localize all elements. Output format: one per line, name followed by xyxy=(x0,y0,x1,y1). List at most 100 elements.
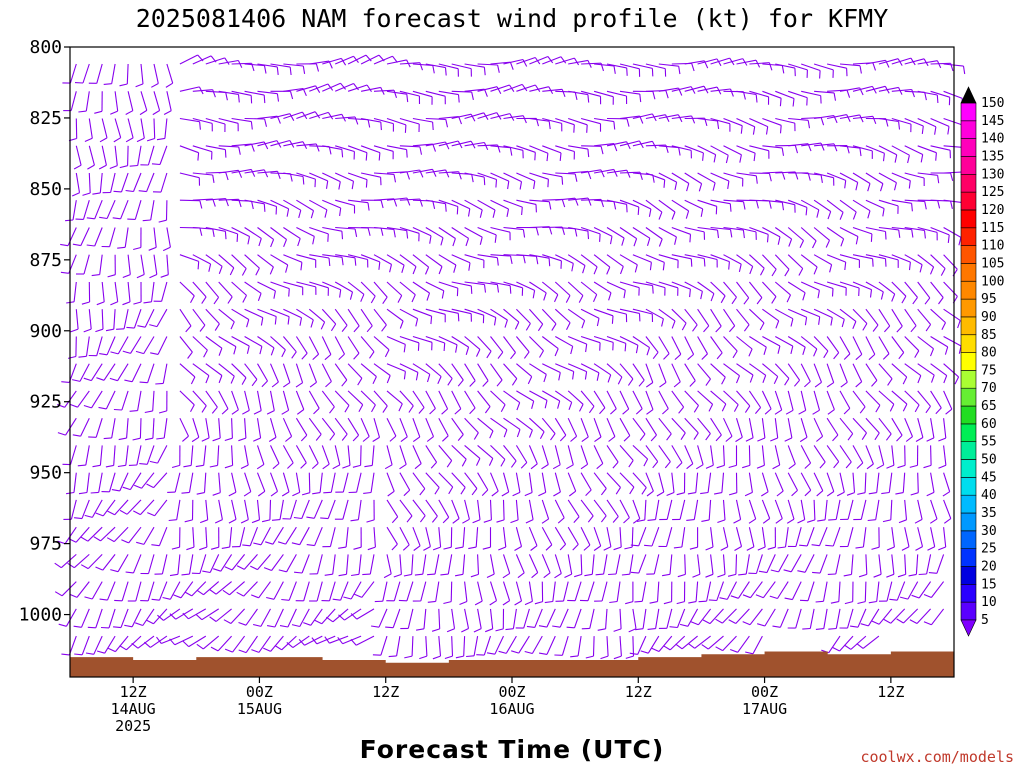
wind-barb-feather xyxy=(84,137,93,143)
wind-barb-stem xyxy=(528,445,538,465)
wind-barb-stem xyxy=(270,308,290,318)
wind-barb-stem xyxy=(140,91,148,111)
wind-barb-feather xyxy=(716,352,723,360)
wind-barb-feather xyxy=(432,121,434,131)
wind-barb-stem xyxy=(438,608,441,629)
wind-barb-feather xyxy=(148,246,157,251)
wind-barb-feather xyxy=(794,145,799,154)
wind-barb-feather xyxy=(353,83,359,91)
wind-barb-feather xyxy=(708,599,717,602)
wind-barb-feather xyxy=(580,463,588,470)
wind-barb-feather xyxy=(184,591,193,597)
wind-barb-stem xyxy=(632,363,645,381)
wind-barb-stem xyxy=(328,581,336,601)
wind-barb-feather xyxy=(530,463,538,470)
wind-barb-feather xyxy=(543,374,547,383)
wind-barb-feather xyxy=(663,179,666,188)
wind-barb-feather xyxy=(624,546,633,550)
wind-barb-feather xyxy=(427,573,436,576)
wind-barb-stem xyxy=(852,85,873,92)
wind-barb-feather xyxy=(246,319,250,328)
wind-barb-stem xyxy=(762,90,782,99)
wind-barb-feather xyxy=(483,284,487,293)
wind-barb-stem xyxy=(826,390,835,410)
wind-barb-feather xyxy=(669,626,678,629)
wind-barb-stem xyxy=(270,635,284,652)
colorbar-label: 105 xyxy=(981,256,1004,271)
wind-barb-stem xyxy=(80,227,90,246)
wind-barb-feather xyxy=(705,433,711,441)
colorbar-label: 15 xyxy=(981,577,997,592)
wind-barb-feather xyxy=(871,380,878,387)
wind-barb-feather xyxy=(251,379,258,387)
wind-barb-feather xyxy=(362,436,370,442)
wind-barb-feather xyxy=(595,573,604,576)
wind-barb-stem xyxy=(684,199,703,210)
wind-barb-feather xyxy=(510,519,519,524)
wind-barb-stem xyxy=(477,499,481,520)
wind-barb-stem xyxy=(360,86,381,92)
wind-barb-stem xyxy=(179,199,200,202)
wind-barb-feather xyxy=(238,437,247,442)
x-tick-label: 00Z xyxy=(498,683,525,701)
wind-barb-stem xyxy=(296,111,316,120)
wind-barb-feather xyxy=(938,464,947,469)
wind-barb-stem xyxy=(749,254,765,269)
wind-barb-stem xyxy=(852,145,873,152)
wind-barb-stem xyxy=(839,199,857,213)
wind-barb-stem xyxy=(943,499,952,519)
wind-barb-stem xyxy=(438,472,454,488)
wind-barb-stem xyxy=(270,63,291,68)
wind-barb-feather xyxy=(923,593,932,599)
wind-barb-feather xyxy=(572,544,579,551)
wind-barb-stem xyxy=(322,57,342,65)
wind-barb-stem xyxy=(813,363,823,383)
wind-barb-stem xyxy=(580,90,601,97)
wind-barb-stem xyxy=(451,417,464,435)
wind-barb-stem xyxy=(787,254,804,269)
wind-barb-feather xyxy=(125,137,134,143)
wind-barb-feather xyxy=(514,546,522,551)
wind-barb-feather xyxy=(891,293,896,302)
wind-barb-stem xyxy=(269,499,272,520)
wind-barb-stem xyxy=(477,199,496,211)
wind-barb-stem xyxy=(916,608,932,624)
wind-barb-feather xyxy=(929,348,935,357)
wind-barb-feather xyxy=(201,296,207,304)
wind-barb-feather xyxy=(288,288,290,297)
wind-barb-stem xyxy=(308,336,320,355)
wind-barb-stem xyxy=(162,363,168,384)
wind-barb-stem xyxy=(283,254,303,263)
wind-barb-stem xyxy=(322,145,342,150)
wind-barb-stem xyxy=(218,117,239,124)
wind-barb-stem xyxy=(477,336,492,352)
wind-barb-stem xyxy=(632,63,653,69)
wind-barb-stem xyxy=(697,281,715,295)
wind-barb-stem xyxy=(606,169,627,174)
wind-barb-feather xyxy=(833,461,840,469)
wind-barb-feather xyxy=(199,200,203,209)
wind-barb-feather xyxy=(367,227,371,236)
wind-barb-feather xyxy=(516,429,521,438)
wind-barb-stem xyxy=(322,113,342,120)
colorbar-swatch xyxy=(960,263,977,282)
wind-barb-feather xyxy=(775,518,783,524)
wind-barb-feather xyxy=(136,541,145,545)
wind-barb-feather xyxy=(300,262,303,271)
wind-barb-stem xyxy=(179,145,199,154)
wind-barb-feather xyxy=(574,573,582,578)
wind-barb-stem xyxy=(658,336,670,354)
wind-barb-stem xyxy=(257,115,278,120)
wind-barb-stem xyxy=(515,336,530,353)
wind-barb-stem xyxy=(839,308,857,322)
wind-barb-stem xyxy=(774,499,783,519)
wind-barb-stem xyxy=(735,527,743,547)
wind-barb-stem xyxy=(762,199,783,203)
wind-barb-feather xyxy=(199,227,203,236)
wind-barb-stem xyxy=(850,635,867,650)
wind-barb-stem xyxy=(606,363,623,378)
wind-barb-feather xyxy=(882,353,890,360)
wind-barb-feather xyxy=(388,655,397,658)
wind-barb-stem xyxy=(529,55,549,65)
wind-barb-stem xyxy=(619,390,630,410)
